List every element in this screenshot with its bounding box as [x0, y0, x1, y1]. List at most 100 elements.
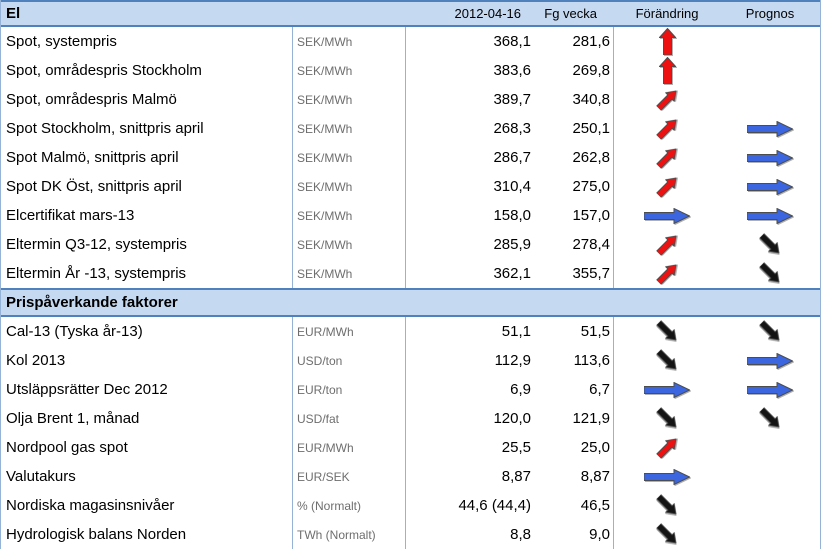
column-header-change: Förändring [635, 6, 699, 21]
price-report-table: El 2012-04-16 Fg vecka Förändring Progno… [0, 0, 821, 549]
prev-week-text: 157,0 [572, 207, 610, 224]
arrow-down-right-icon [655, 522, 677, 544]
prev-week-text: 121,9 [572, 410, 610, 427]
prev-week-text: 250,1 [572, 120, 610, 137]
arrow-right-icon [644, 381, 690, 398]
row-unit: SEK/MWh [292, 172, 406, 201]
column-header-prev-week: Fg vecka [544, 6, 597, 21]
change-arrow-cell [614, 433, 720, 462]
row-unit: SEK/MWh [292, 114, 406, 143]
change-arrow-cell [614, 375, 720, 404]
row-name: Eltermin Q3-12, systempris [6, 236, 187, 253]
row-unit: EUR/MWh [292, 433, 406, 462]
arrow-up-right-icon [655, 148, 677, 170]
change-arrow-cell [614, 259, 720, 288]
forecast-arrow-cell [720, 172, 820, 201]
change-arrow-cell [614, 143, 720, 172]
arrow-right-icon [747, 120, 793, 137]
row-name: Spot, områdespris Stockholm [6, 62, 202, 79]
prev-week-text: 355,7 [572, 265, 610, 282]
arrow-up-right-icon [655, 119, 677, 141]
arrow-up-right-icon [655, 438, 677, 460]
row-value-current: 25,5 [501, 439, 531, 456]
arrow-right-icon [747, 207, 793, 224]
table-row: Nordpool gas spot EUR/MWh 25,5 25,0 [1, 433, 820, 462]
table-row: Spot Malmö, snittpris april SEK/MWh 286,7 2… [1, 143, 820, 172]
prev-week-text: 275,0 [572, 178, 610, 195]
change-arrow-cell [614, 404, 720, 433]
row-unit: USD/ton [292, 346, 406, 375]
table-row: Spot, systempris SEK/MWh 368,1 281,6 [1, 27, 820, 56]
table-row: Eltermin Q3-12, systempris SEK/MWh 285,9 27… [1, 230, 820, 259]
row-value-prev-week: 113,6 [534, 346, 614, 375]
arrow-right-icon [747, 149, 793, 166]
forecast-arrow-cell [720, 259, 820, 288]
column-header-date: 2012-04-16 [454, 6, 522, 21]
row-value-current: 286,7 [493, 149, 531, 166]
row-value-current: 285,9 [493, 236, 531, 253]
row-value-prev-week: 157,0 [534, 201, 614, 230]
row-unit: SEK/MWh [292, 143, 406, 172]
forecast-arrow-cell [720, 201, 820, 230]
row-value-prev-week: 269,8 [534, 56, 614, 85]
row-value-current: 6,9 [510, 381, 531, 398]
row-value-prev-week: 121,9 [534, 404, 614, 433]
row-value-current: 389,7 [493, 91, 531, 108]
change-arrow-cell [614, 201, 720, 230]
change-arrow-cell [614, 462, 720, 491]
forecast-arrow-cell [720, 27, 820, 56]
row-value-current: 158,0 [493, 207, 531, 224]
change-arrow-cell [614, 317, 720, 346]
change-arrow-cell [614, 491, 720, 520]
arrow-up-right-icon [655, 235, 677, 257]
row-value-prev-week: 51,5 [534, 317, 614, 346]
arrow-up-icon [658, 57, 676, 84]
row-unit: SEK/MWh [292, 259, 406, 288]
row-name: Hydrologisk balans Norden [6, 526, 187, 543]
prev-week-text: 340,8 [572, 91, 610, 108]
table-row: Hydrologisk balans Norden TWh (Normalt) 8,… [1, 520, 820, 549]
forecast-arrow-cell [720, 491, 820, 520]
forecast-arrow-cell [720, 433, 820, 462]
row-value-current: 112,9 [494, 352, 531, 369]
section-title-el: El [6, 5, 21, 22]
row-unit: SEK/MWh [292, 27, 406, 56]
table-row: Valutakurs EUR/SEK 8,87 8,87 [1, 462, 820, 491]
row-unit: TWh (Normalt) [292, 520, 406, 549]
forecast-arrow-cell [720, 317, 820, 346]
row-name: Kol 2013 [6, 352, 66, 369]
row-name: Nordpool gas spot [6, 439, 128, 456]
row-value-current: 8,8 [510, 526, 531, 543]
row-name: Cal-13 (Tyska år-13) [6, 323, 143, 340]
table-row: Eltermin År -13, systempris SEK/MWh 362,1 3… [1, 259, 820, 288]
row-value-current: 368,1 [493, 33, 531, 50]
row-name: Spot, områdespris Malmö [6, 91, 177, 108]
forecast-arrow-cell [720, 520, 820, 549]
row-value-current: 8,87 [501, 468, 531, 485]
row-name: Elcertifikat mars-13 [6, 207, 135, 224]
arrow-down-right-icon [758, 232, 780, 254]
table-header-row: El 2012-04-16 Fg vecka Förändring Progno… [1, 0, 820, 27]
row-name: Spot DK Öst, snittpris april [6, 178, 182, 195]
row-unit: % (Normalt) [292, 491, 406, 520]
arrow-down-right-icon [655, 493, 677, 515]
forecast-arrow-cell [720, 85, 820, 114]
row-name: Nordiska magasinsnivåer [6, 497, 175, 514]
row-value-prev-week: 355,7 [534, 259, 614, 288]
arrow-up-right-icon [655, 177, 677, 199]
forecast-arrow-cell [720, 404, 820, 433]
row-value-current: 51,1 [501, 323, 531, 340]
prev-week-text: 51,5 [580, 323, 610, 340]
arrow-down-right-icon [758, 319, 780, 341]
arrow-down-right-icon [655, 348, 677, 370]
forecast-arrow-cell [720, 143, 820, 172]
table-row: Cal-13 (Tyska år-13) EUR/MWh 51,1 51,5 [1, 317, 820, 346]
row-value-current: 362,1 [493, 265, 531, 282]
arrow-right-icon [644, 207, 690, 224]
change-arrow-cell [614, 56, 720, 85]
row-value-prev-week: 278,4 [534, 230, 614, 259]
row-name: Spot, systempris [6, 33, 117, 50]
table-row: Spot, områdespris Stockholm SEK/MWh 383,6 2… [1, 56, 820, 85]
row-unit: EUR/MWh [292, 317, 406, 346]
row-name: Spot Stockholm, snittpris april [6, 120, 204, 137]
